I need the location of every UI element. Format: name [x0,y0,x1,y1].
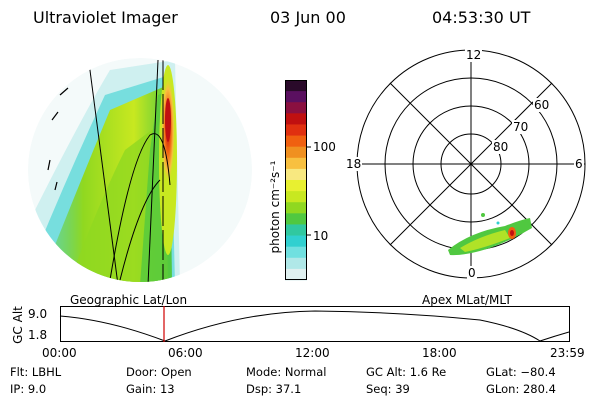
colorbar-border [285,80,307,280]
mlt-label-6: 6 [574,157,584,171]
colorbar-tick-100: 100 [313,140,336,154]
footer-gain: Gain: 13 [126,382,175,396]
colorbar-segment [285,102,307,114]
colorbar-label: photon cm⁻²s⁻¹ [268,160,282,254]
mlat-label-80: 80 [492,140,510,154]
colorbar-segment [285,235,307,248]
colorbar-segment [285,246,307,259]
instrument-title: Ultraviolet Imager [33,8,178,27]
footer-gcalt: GC Alt: 1.6 Re [366,365,447,379]
colorbar-segment [285,191,307,203]
colorbar-segment [285,113,307,126]
colorbar-segment [285,168,307,181]
gcalt-plot [59,306,570,342]
colorbar-segment [285,146,307,159]
mlt-label-0: 0 [467,266,477,280]
colorbar-segment [285,268,307,281]
colorbar-segment [285,80,307,92]
gcalt-xtick-2359: 23:59 [550,346,585,360]
gcalt-xtick-1800: 18:00 [422,346,457,360]
footer-flt: Flt: LBHL [10,365,62,379]
gcalt-xtick-0000: 00:00 [42,346,77,360]
gcalt-xtick-1200: 12:00 [295,346,330,360]
mlat-label-60: 60 [533,98,551,112]
mlt-label-18: 18 [345,157,363,171]
footer-mode: Mode: Normal [246,365,327,379]
left-panel-caption: Geographic Lat/Lon [70,293,188,307]
date-label: 03 Jun 00 [270,8,346,27]
colorbar-segment [285,135,307,148]
footer-ip: IP: 9.0 [10,382,47,396]
auroral-emission [28,58,252,282]
footer-door: Door: Open [126,365,192,379]
colorbar [285,80,311,281]
footer-dsp: Dsp: 37.1 [246,382,302,396]
mlt-label-12: 12 [465,48,483,62]
colorbar-tick-10: 10 [313,229,329,243]
gcalt-ytick-bottom: 1.8 [28,328,48,342]
gcalt-xtick-0600: 06:00 [168,346,203,360]
time-label: 04:53:30 UT [432,8,531,27]
colorbar-segment [285,180,307,192]
footer-seq: Seq: 39 [366,382,410,396]
gcalt-ylabel: GC Alt [11,306,25,344]
colorbar-segment [285,224,307,237]
gcalt-ytick-top: 9.0 [28,307,48,321]
colorbar-segment [285,257,307,270]
footer-glat: GLat: −80.4 [486,365,556,379]
colorbar-segment [285,124,307,137]
colorbar-segment [285,202,307,214]
right-panel-caption: Apex MLat/MLT [422,293,512,307]
colorbar-segment [285,157,307,170]
polar-plot [356,49,586,279]
mlat-label-70: 70 [512,120,530,134]
colorbar-segment [285,91,307,103]
footer-glon: GLon: 280.4 [486,382,556,396]
colorbar-segment [285,213,307,226]
